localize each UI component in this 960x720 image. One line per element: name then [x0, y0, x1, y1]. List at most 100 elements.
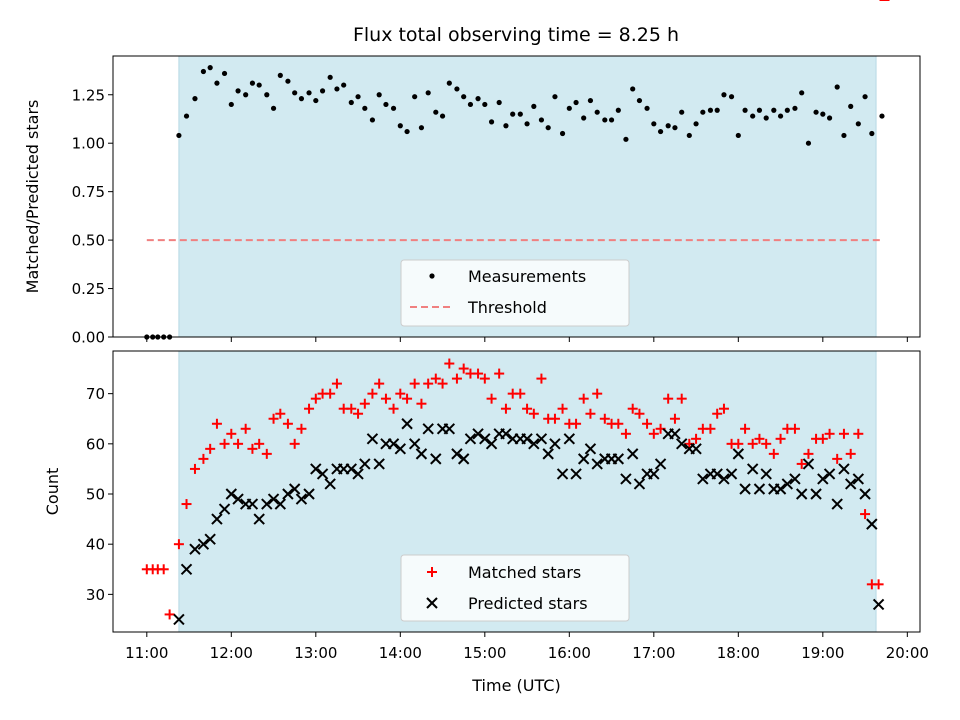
matched-stars-point	[817, 433, 828, 444]
matched-stars-point	[768, 448, 779, 459]
predicted-stars-point	[795, 488, 808, 500]
matched-stars-point	[402, 393, 413, 404]
ratio-panel: 0.00 0.25 0.50 0.75 1.00 1.25 Matched/Predict…	[23, 55, 921, 347]
predicted-stars-point	[838, 463, 850, 475]
measurement-point	[813, 109, 819, 115]
matched-stars-point	[648, 428, 659, 439]
matched-stars-point	[395, 388, 406, 399]
measurement-point	[319, 88, 326, 94]
counts-legend: Matched stars Predicted stars	[400, 554, 630, 622]
matched-stars-point	[775, 433, 786, 444]
predicted-stars-point	[556, 468, 569, 480]
counts-axes-frame	[112, 350, 921, 633]
measurement-point	[735, 132, 741, 139]
measurement-point	[728, 94, 735, 100]
matched-stars-point	[458, 363, 469, 374]
measurement-point	[623, 136, 629, 142]
measurement-point	[792, 105, 798, 111]
matched-stars-point	[494, 368, 505, 379]
predicted-stars-point	[197, 538, 210, 550]
counts-legend-box	[400, 554, 630, 622]
measurement-point	[446, 80, 452, 86]
counts-y-axis-label: Count	[43, 468, 62, 516]
measurement-point	[306, 90, 312, 96]
measurement-point	[327, 74, 333, 80]
predicted-stars-point	[443, 423, 456, 435]
predicted-stars-point	[577, 453, 590, 465]
measurement-point	[559, 130, 566, 137]
measurement-point	[581, 115, 587, 121]
predicted-stars-point	[872, 598, 885, 611]
predicted-stars-point	[845, 478, 857, 490]
predicted-stars-point	[387, 438, 400, 450]
matched-stars-point	[367, 388, 378, 399]
measurement-point	[376, 92, 382, 98]
matched-stars-point	[331, 378, 342, 389]
predicted-stars-point	[394, 443, 407, 455]
measurement-point	[341, 82, 347, 88]
measurement-point	[686, 132, 692, 139]
matched-stars-point	[599, 413, 610, 424]
measurement-point	[454, 86, 460, 92]
predicted-stars-point	[823, 468, 836, 480]
measurement-point	[602, 117, 608, 123]
matched-stars-point	[254, 438, 265, 449]
matched-stars-point	[860, 509, 871, 520]
measurement-point	[488, 119, 495, 125]
x-tick-label: 13:00	[294, 644, 337, 662]
matched-stars-point	[620, 428, 631, 439]
predicted-stars-point	[760, 468, 772, 480]
predicted-stars-point	[549, 438, 561, 450]
measurement-point	[214, 80, 220, 86]
measurement-point	[826, 115, 833, 121]
measurement-point	[693, 121, 699, 127]
x-tick-label: 16:00	[548, 644, 591, 662]
matched-stars-point	[712, 408, 723, 419]
predicted-stars-point	[451, 448, 463, 460]
measurement-point	[270, 105, 277, 111]
measurement-point	[799, 90, 805, 96]
measurement-point	[362, 105, 368, 111]
measurement-point	[496, 99, 502, 106]
predicted-stars-point	[648, 468, 660, 480]
measurement-point	[397, 123, 403, 129]
matched-stars-point	[634, 408, 645, 419]
measurement-point	[587, 97, 594, 104]
predicted-stars-point	[626, 448, 639, 460]
y-tick-label: 1.00	[72, 135, 105, 153]
measurement-point	[869, 130, 875, 137]
predicted-stars-point	[430, 453, 442, 465]
matched-stars-point	[261, 448, 272, 459]
matched-stars-point	[409, 378, 420, 389]
measurement-point	[566, 105, 572, 111]
measurement-point	[404, 128, 410, 135]
predicted-stars-point	[324, 478, 336, 490]
measurement-point	[355, 94, 361, 100]
x-tick-label: 15:00	[463, 644, 506, 662]
x-tick-label: 12:00	[210, 644, 253, 662]
predicted-stars-point	[246, 498, 259, 510]
y-tick-label: 40	[86, 536, 105, 554]
predicted-stars-point	[422, 423, 434, 435]
measurement-point	[644, 105, 650, 111]
measurement-point	[862, 94, 868, 100]
matched-stars-point	[479, 373, 490, 384]
matched-stars-point	[205, 443, 216, 454]
predicted-stars-point	[366, 433, 379, 445]
threshold-legend-label: Threshold	[467, 298, 547, 317]
predicted-stars-point	[267, 493, 280, 505]
x-tick-label: 19:00	[801, 644, 844, 662]
predicted-stars-point	[211, 513, 223, 525]
matched-stars-point	[226, 428, 237, 439]
matched-stars-point	[515, 388, 526, 399]
matched-stars-point	[592, 388, 603, 399]
measurement-point	[292, 90, 298, 96]
measurement-point	[679, 109, 685, 115]
y-tick-label: 0.75	[72, 183, 105, 201]
measurement-point	[412, 94, 418, 100]
predicted-stars-point	[675, 438, 688, 450]
matched-stars-point	[718, 403, 729, 414]
matched-stars-point	[789, 423, 800, 434]
matched-stars-point	[173, 539, 184, 550]
measurement-point	[298, 96, 305, 102]
